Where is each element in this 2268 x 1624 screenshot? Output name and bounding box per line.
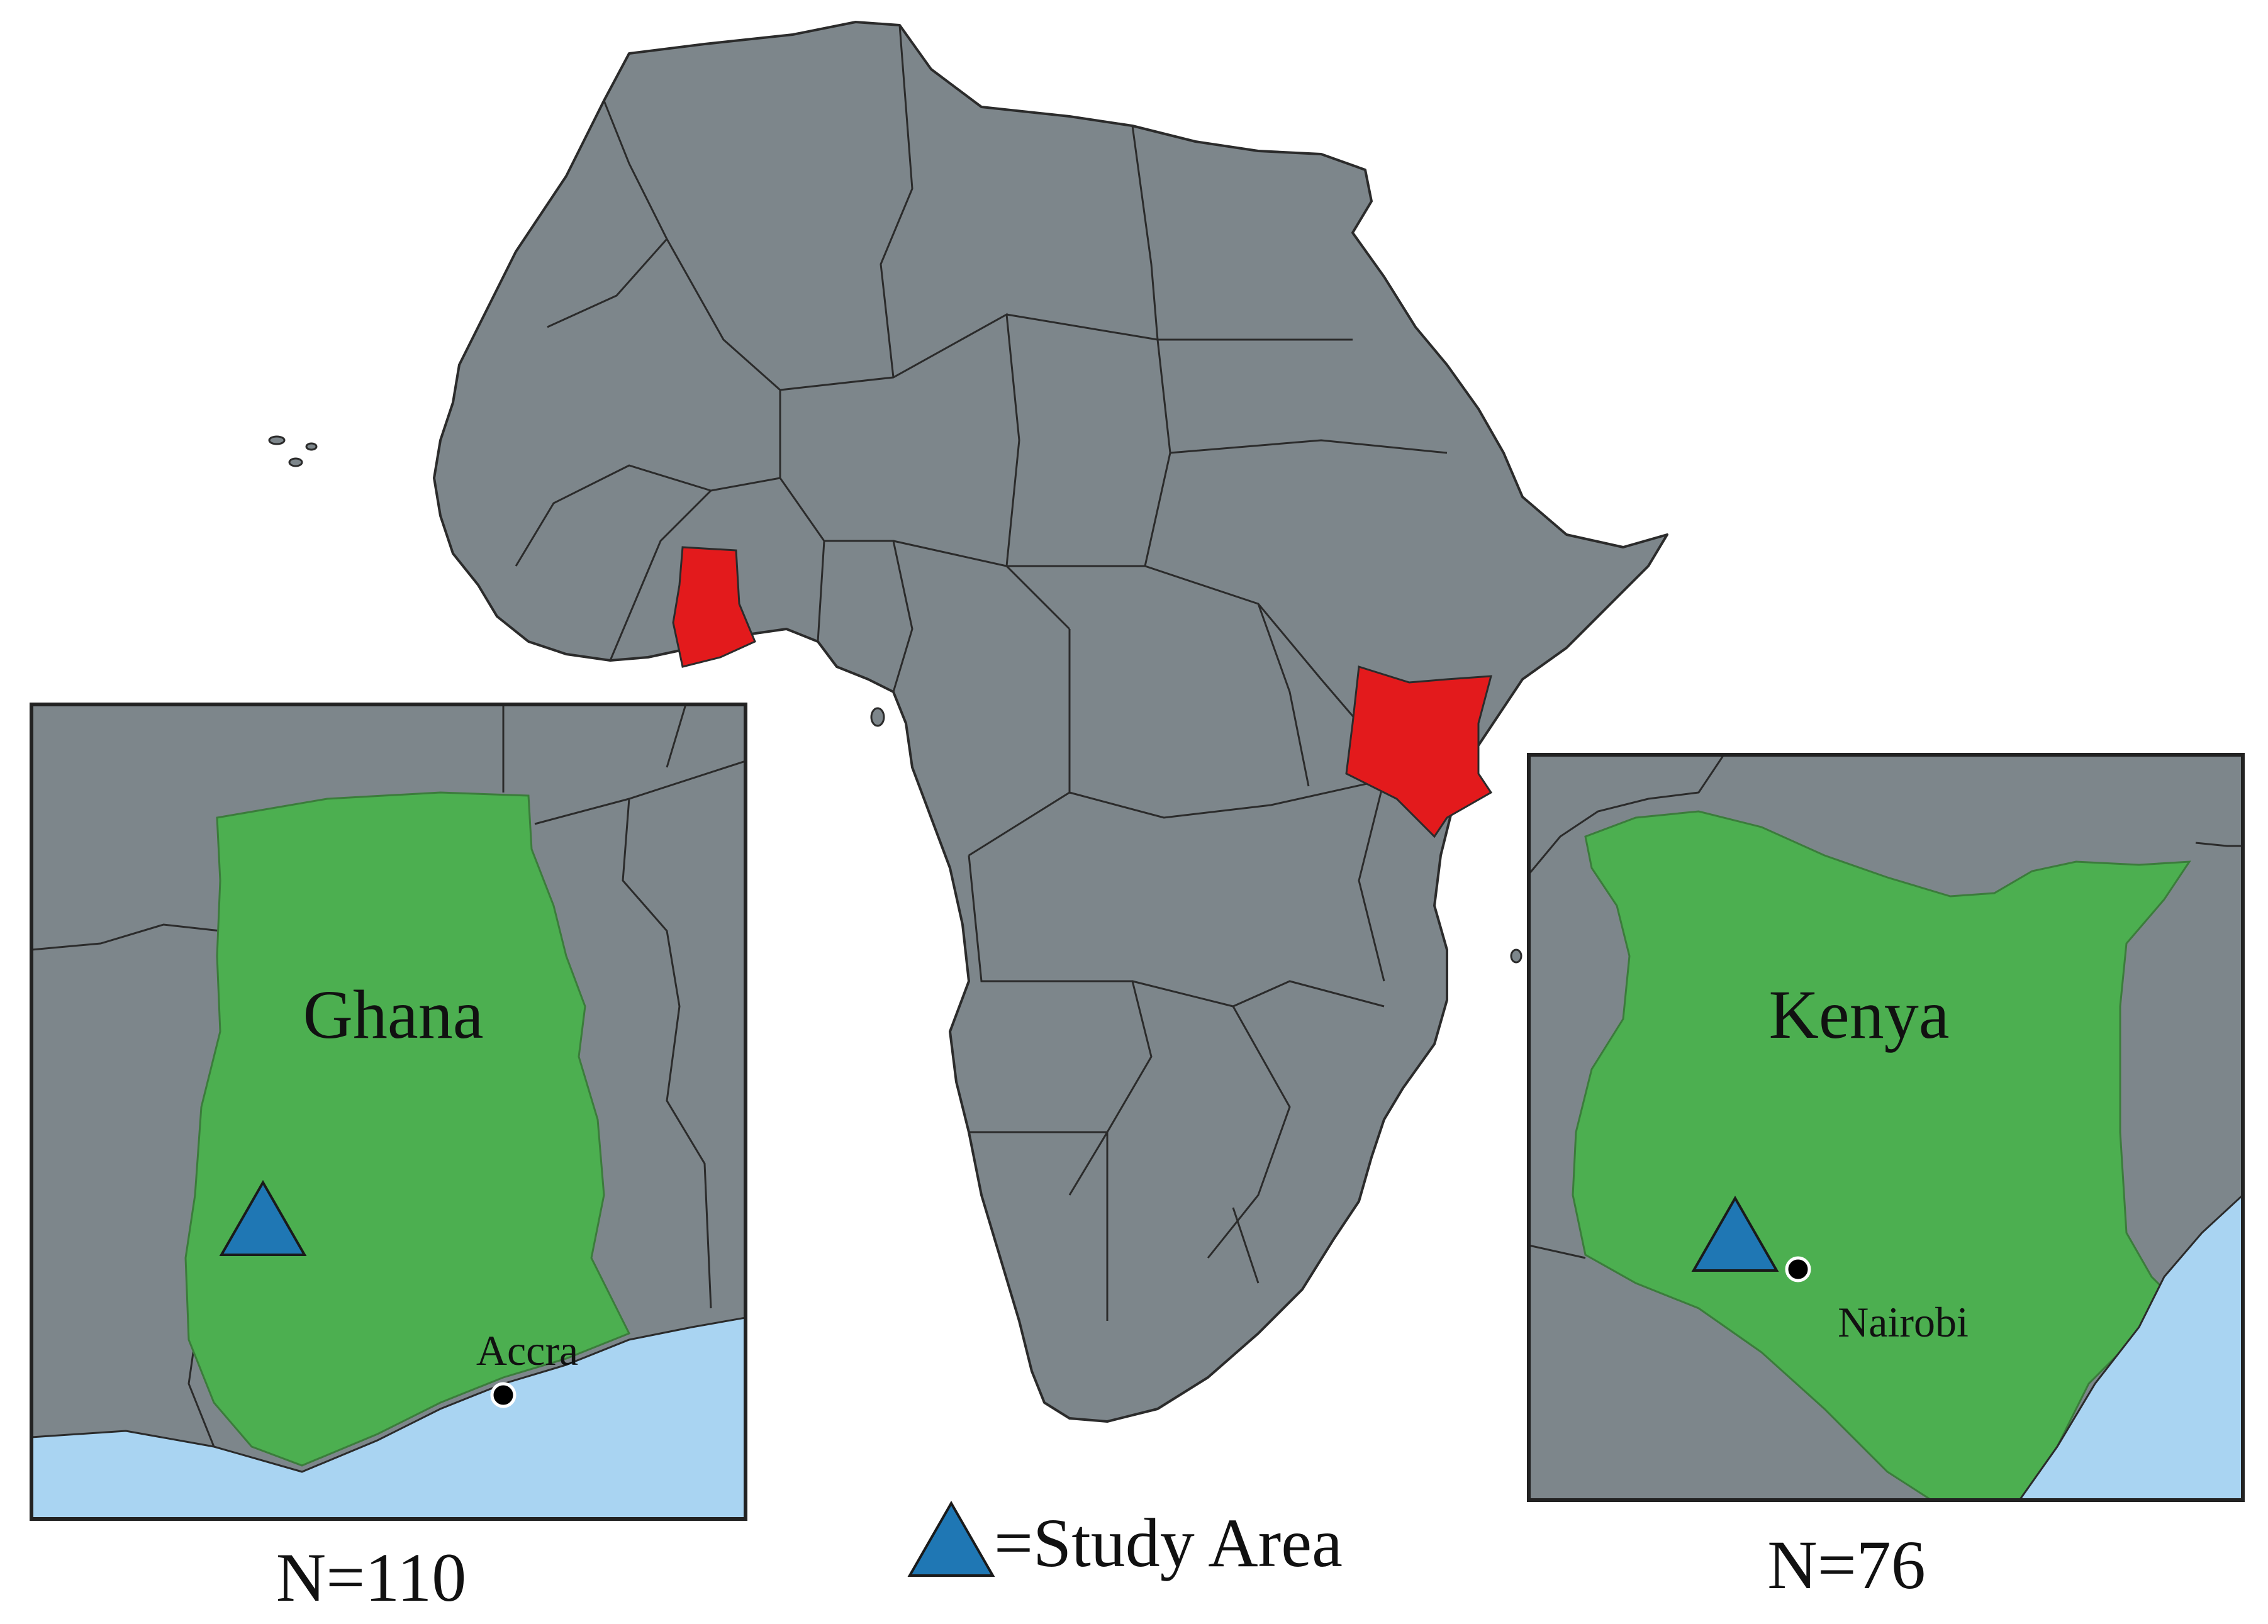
accra-city-label: Accra [476, 1326, 578, 1374]
ghana-study-area-triangle-icon [219, 1179, 307, 1256]
ghana-highlight [672, 546, 756, 668]
legend-study-area-label: =Study Area [994, 1504, 1343, 1581]
islands [268, 435, 1522, 964]
kenya-ocean [2018, 1193, 2243, 1500]
kenya-inset-borders [1529, 755, 2243, 1259]
nairobi-city-label: Nairobi [1838, 1298, 1969, 1346]
nairobi-city-circle-dot-icon [1785, 1256, 1811, 1282]
kenya-inset-frame [1527, 753, 2245, 1502]
ghana-country-shape [184, 791, 631, 1467]
country-borders [515, 25, 1448, 1321]
kenya-highlight [1345, 665, 1493, 838]
ghana-sample-size-label: N=110 [276, 1539, 466, 1616]
africa-landmass [433, 21, 1668, 1423]
kenya-country-label: Kenya [1768, 976, 1949, 1053]
kenya-sample-size-label: N=76 [1767, 1527, 1925, 1603]
ghana-country-label: Ghana [303, 976, 483, 1053]
legend-triangle-icon [907, 1500, 995, 1577]
ghana-ocean [31, 1316, 746, 1519]
ghana-inset: Ghana Accra N=110 [30, 703, 747, 1616]
accra-city-circle-dot-icon [490, 1382, 517, 1408]
africa-continent-map [268, 21, 1668, 1423]
ghana-inset-frame [30, 703, 747, 1521]
kenya-study-area-triangle-icon [1691, 1195, 1779, 1272]
map-legend: =Study Area [907, 1500, 1343, 1581]
kenya-inset: Kenya Nairobi N=76 [1527, 753, 2245, 1603]
